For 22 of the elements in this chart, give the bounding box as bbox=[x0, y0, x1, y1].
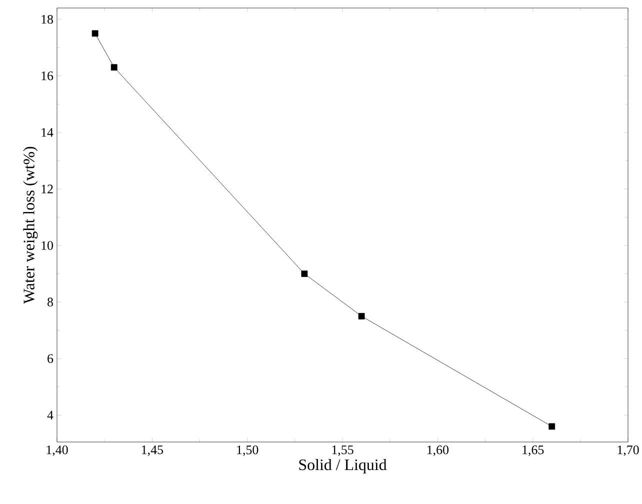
x-tick-label: 1,60 bbox=[427, 446, 449, 456]
y-tick-label: 10 bbox=[42, 241, 53, 250]
y-tick-label: 6 bbox=[48, 354, 54, 363]
y-tick-label: 8 bbox=[48, 298, 53, 306]
point bbox=[358, 312, 365, 320]
point bbox=[548, 423, 556, 430]
point bbox=[92, 30, 98, 37]
y-tick-label: 14 bbox=[42, 128, 54, 137]
point bbox=[110, 64, 118, 71]
y-tick-label: 16 bbox=[42, 72, 54, 80]
x-tick-label: 1,50 bbox=[237, 446, 258, 456]
point bbox=[301, 270, 308, 277]
x-tick-label: 1,65 bbox=[522, 446, 544, 456]
x-tick-label: 1,40 bbox=[46, 446, 68, 456]
x-axis-title: Solid / Liquid bbox=[299, 458, 387, 474]
x-tick-label: 1,55 bbox=[332, 446, 354, 456]
y-tick-label: 4 bbox=[47, 410, 54, 420]
x-tick-label: 1,70 bbox=[618, 446, 639, 456]
y-tick-label: 18 bbox=[42, 14, 53, 24]
x-tick-label: 1,45 bbox=[142, 446, 163, 456]
y-tick-label: 12 bbox=[42, 184, 53, 194]
y-axis-title: Water weight loss (wt%) bbox=[23, 146, 38, 304]
